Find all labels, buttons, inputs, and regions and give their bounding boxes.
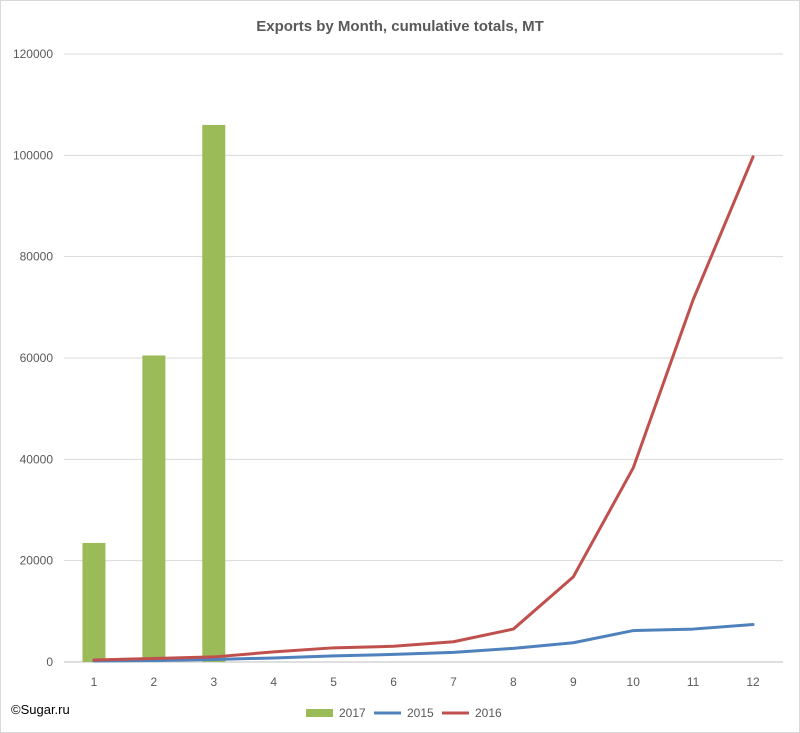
y-tick-label: 100000 <box>13 148 53 162</box>
x-axis-ticks: 1 2 3 4 5 6 7 8 9 10 11 12 <box>91 675 760 689</box>
bar-2017 <box>82 542 106 662</box>
y-tick-label: 20000 <box>20 554 54 568</box>
x-tick-label: 5 <box>330 675 337 689</box>
legend: 2017 2015 2016 <box>306 706 502 720</box>
y-tick-label: 60000 <box>20 351 54 365</box>
bar-series-layer <box>82 124 226 662</box>
x-tick-label: 10 <box>627 675 641 689</box>
x-tick-label: 9 <box>570 675 577 689</box>
y-tick-label: 0 <box>46 655 53 669</box>
line-series-2015 <box>92 623 755 663</box>
y-tick-label: 80000 <box>20 250 54 264</box>
bar-2017 <box>142 355 166 662</box>
x-tick-label: 6 <box>390 675 397 689</box>
bar-2017 <box>202 124 226 662</box>
legend-label-2016: 2016 <box>475 706 502 720</box>
x-tick-label: 3 <box>210 675 217 689</box>
line-series-layer <box>92 155 755 663</box>
x-tick-label: 12 <box>746 675 760 689</box>
x-tick-label: 7 <box>450 675 457 689</box>
x-tick-label: 8 <box>510 675 517 689</box>
x-tick-label: 1 <box>91 675 98 689</box>
x-tick-label: 4 <box>270 675 277 689</box>
y-tick-label: 40000 <box>20 452 54 466</box>
legend-swatch-2017 <box>306 709 333 717</box>
watermark-text: ©Sugar.ru <box>11 702 70 717</box>
grid-layer <box>64 53 783 663</box>
line-series-2016 <box>92 155 755 662</box>
chart-title: Exports by Month, cumulative totals, MT <box>256 18 544 35</box>
x-tick-label: 11 <box>687 675 700 689</box>
y-axis-ticks: 0 20000 40000 60000 80000 100000 120000 <box>13 47 53 669</box>
y-tick-label: 120000 <box>13 47 53 61</box>
x-tick-label: 2 <box>151 675 158 689</box>
legend-label-2015: 2015 <box>407 706 434 720</box>
legend-label-2017: 2017 <box>339 706 366 720</box>
